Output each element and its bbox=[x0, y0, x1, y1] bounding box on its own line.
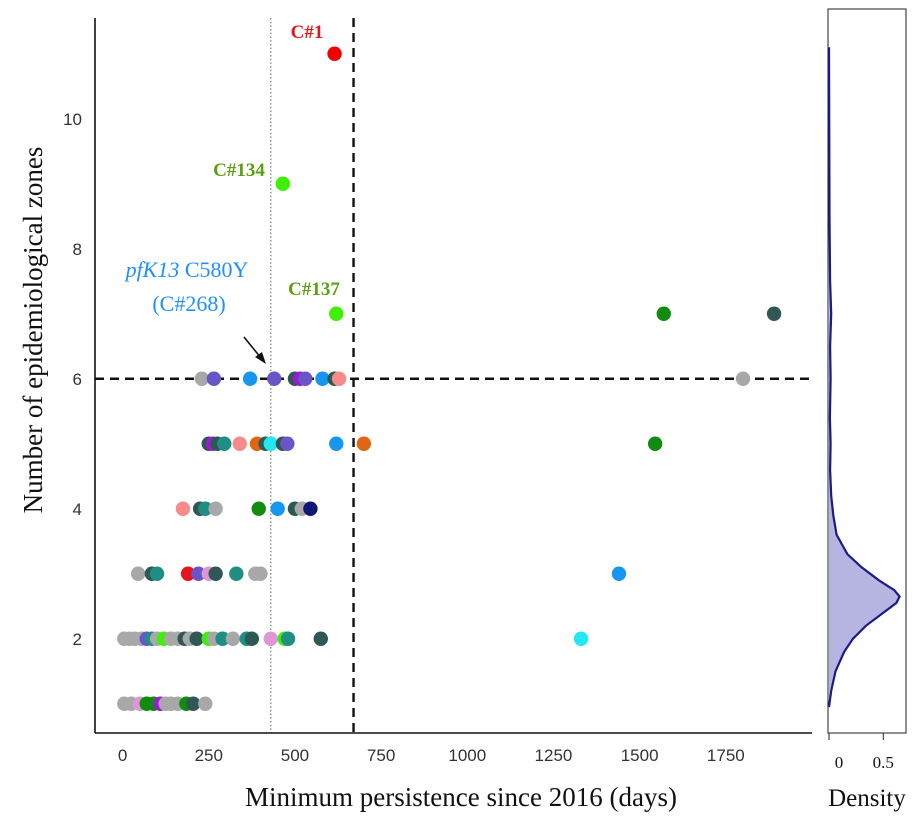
data-point bbox=[180, 566, 196, 581]
data-point bbox=[263, 436, 279, 451]
x-tick-label: 1000 bbox=[448, 746, 486, 765]
annotation-pfk13-gene: pfK13 bbox=[124, 257, 180, 282]
data-point bbox=[191, 566, 206, 581]
data-point bbox=[232, 436, 247, 451]
density-area bbox=[829, 47, 900, 708]
data-point bbox=[611, 566, 627, 581]
data-point bbox=[766, 306, 782, 321]
data-point bbox=[573, 631, 589, 646]
x-tick-label: 500 bbox=[281, 746, 309, 765]
data-point bbox=[130, 566, 146, 581]
data-point bbox=[198, 696, 213, 711]
x-tick-labels: 0 250 500 750 1000 1250 1500 1750 bbox=[118, 746, 745, 765]
data-point bbox=[267, 371, 282, 386]
data-point bbox=[356, 436, 372, 451]
data-point bbox=[298, 371, 313, 386]
annotation-c134: C#134 bbox=[213, 160, 265, 181]
data-point bbox=[280, 631, 296, 646]
y-tick-labels: 2 4 6 8 10 bbox=[63, 110, 82, 649]
data-point bbox=[208, 501, 223, 516]
data-point bbox=[217, 436, 232, 451]
density-tick-label: 0.5 bbox=[873, 753, 894, 772]
y-axis-title: Number of epidemiological zones bbox=[18, 147, 48, 514]
y-tick-label: 6 bbox=[73, 370, 82, 389]
density-axis-title: Density bbox=[828, 785, 906, 812]
y-tick-label: 2 bbox=[73, 630, 82, 649]
x-tick-label: 1500 bbox=[621, 746, 659, 765]
data-point bbox=[251, 501, 266, 516]
axes bbox=[94, 18, 812, 734]
annotation-pfk13-clone: (C#268) bbox=[152, 291, 225, 316]
data-point bbox=[647, 436, 663, 451]
data-point bbox=[280, 436, 295, 451]
annotation-c1: C#1 bbox=[291, 22, 324, 43]
data-point bbox=[329, 306, 344, 321]
y-tick-label: 10 bbox=[63, 110, 82, 129]
x-tick-label: 750 bbox=[367, 746, 395, 765]
data-point bbox=[189, 631, 204, 646]
x-tick-label: 0 bbox=[118, 746, 127, 765]
data-point bbox=[327, 46, 342, 61]
data-point bbox=[229, 566, 244, 581]
data-point bbox=[208, 566, 223, 581]
density-frame bbox=[827, 8, 907, 734]
data-point bbox=[194, 371, 210, 386]
data-point bbox=[244, 631, 260, 646]
data-point bbox=[149, 566, 165, 581]
data-point bbox=[331, 371, 347, 386]
x-tick-label: 250 bbox=[195, 746, 223, 765]
data-point bbox=[215, 631, 230, 646]
data-point bbox=[253, 566, 268, 581]
data-point bbox=[303, 501, 318, 516]
y-tick-label: 8 bbox=[73, 240, 82, 259]
data-point bbox=[329, 436, 344, 451]
annotation-pfk13-mutation: pfK13 C580Y bbox=[124, 257, 249, 282]
data-point bbox=[313, 631, 328, 646]
data-point bbox=[270, 501, 285, 516]
data-point bbox=[735, 371, 751, 386]
annotation-pfk13-variant: C580Y bbox=[179, 257, 248, 282]
x-tick-label: 1750 bbox=[707, 746, 745, 765]
reference-lines bbox=[95, 18, 812, 733]
data-point bbox=[175, 501, 191, 516]
annotation-arrow bbox=[243, 336, 266, 364]
data-point bbox=[225, 631, 241, 646]
annotation-c137: C#137 bbox=[288, 279, 340, 300]
x-tick-label: 1250 bbox=[535, 746, 573, 765]
data-point bbox=[263, 631, 279, 646]
x-axis-title: Minimum persistence since 2016 (days) bbox=[245, 782, 677, 812]
data-point bbox=[315, 371, 330, 386]
data-point bbox=[198, 501, 213, 516]
density-panel bbox=[827, 8, 907, 734]
data-points bbox=[117, 46, 782, 711]
data-point bbox=[186, 696, 201, 711]
y-tick-label: 4 bbox=[73, 500, 82, 519]
density-tick-label: 0 bbox=[835, 753, 844, 772]
data-point bbox=[206, 371, 222, 386]
data-point bbox=[275, 176, 291, 191]
density-tick-labels: 0 0.5 bbox=[828, 733, 894, 772]
data-point bbox=[656, 306, 671, 321]
data-point bbox=[242, 371, 258, 386]
density-curve bbox=[827, 47, 901, 708]
